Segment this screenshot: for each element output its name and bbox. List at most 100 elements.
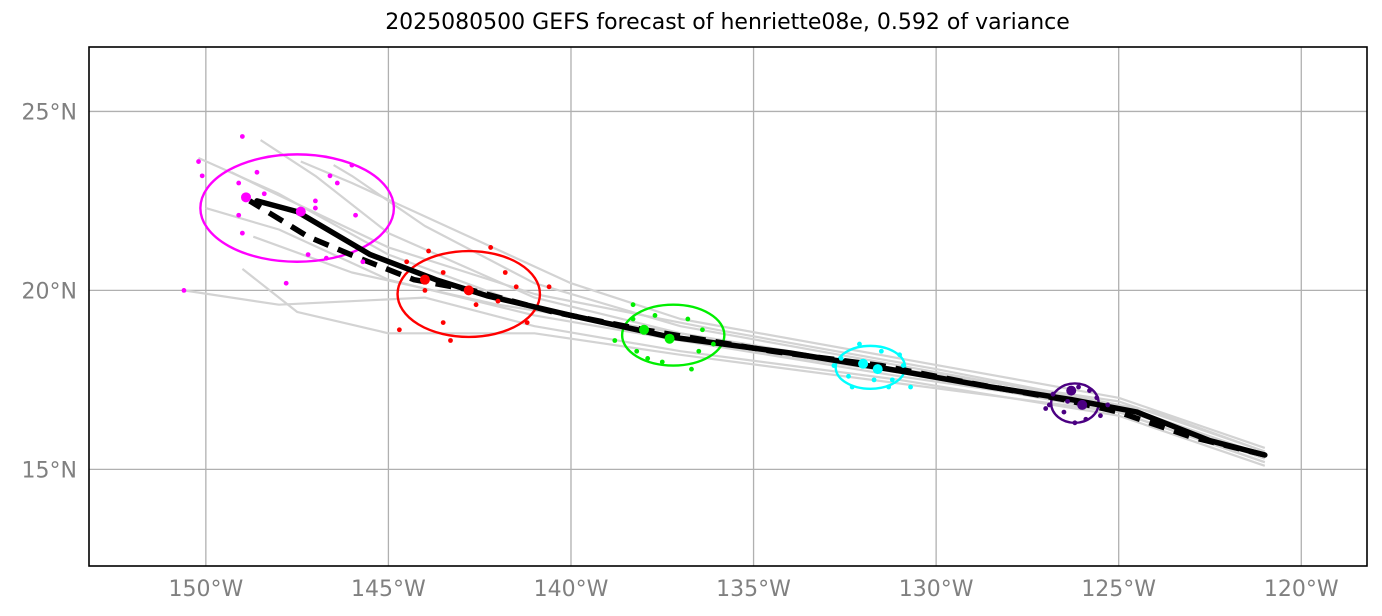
- member-position: [473, 302, 479, 308]
- member-position: [283, 280, 289, 286]
- member-position: [857, 341, 862, 347]
- uncertainty-ellipse: [834, 344, 907, 391]
- member-position: [440, 270, 446, 275]
- mean-position: [463, 285, 474, 296]
- forecast-positions: [181, 134, 1111, 426]
- x-tick-label: 145°W: [351, 577, 426, 602]
- x-tick-label: 125°W: [1081, 577, 1156, 602]
- member-position: [440, 320, 446, 326]
- longitude-axis: 150°W 145°W 140°W 135°W 130°W 125°W 120°W: [168, 577, 1338, 602]
- member-position: [305, 252, 311, 257]
- grid-lines: [89, 47, 1367, 566]
- member-position: [1098, 413, 1103, 419]
- member-position: [513, 284, 519, 290]
- member-position: [426, 248, 431, 254]
- control-track: [248, 198, 1266, 458]
- member-position: [1105, 402, 1111, 408]
- ensemble-track: [230, 171, 1266, 453]
- member-position: [1076, 384, 1081, 390]
- x-tick-label: 120°W: [1264, 577, 1339, 602]
- member-position: [396, 327, 402, 333]
- member-position: [199, 173, 205, 179]
- member-position: [1083, 416, 1089, 422]
- y-tick-label: 25°N: [22, 100, 77, 125]
- member-position: [700, 327, 705, 333]
- x-tick-label: 135°W: [716, 577, 791, 602]
- member-position: [327, 173, 333, 179]
- member-position: [1043, 406, 1049, 411]
- uncertainty-ellipse: [199, 153, 396, 263]
- mean-position: [1077, 399, 1088, 410]
- member-position: [689, 366, 694, 372]
- ensemble-track: [300, 160, 1266, 449]
- ensemble-track: [183, 289, 1266, 467]
- member-position: [634, 348, 640, 354]
- member-position: [196, 159, 201, 164]
- member-position: [889, 377, 895, 383]
- member-position: [236, 212, 242, 218]
- member-position: [546, 284, 552, 290]
- member-position: [831, 363, 837, 368]
- member-position: [900, 363, 906, 368]
- mean-position: [858, 358, 869, 369]
- member-position: [1050, 391, 1056, 397]
- member-position: [261, 191, 267, 197]
- mean-position: [295, 206, 306, 217]
- member-position: [422, 287, 428, 293]
- x-tick-label: 130°W: [899, 577, 974, 602]
- member-position: [871, 377, 877, 383]
- member-position: [448, 338, 453, 343]
- member-position: [1094, 395, 1100, 401]
- member-position: [846, 373, 851, 379]
- ensemble-track: [252, 235, 1266, 464]
- member-position: [323, 255, 329, 261]
- member-position: [236, 180, 242, 186]
- member-position: [1061, 409, 1067, 415]
- mean-position: [639, 324, 650, 335]
- member-position: [659, 359, 665, 365]
- mean-position: [419, 274, 430, 285]
- ensemble-track: [259, 139, 1266, 453]
- ensemble-tracks: [183, 139, 1266, 467]
- member-position: [404, 259, 410, 265]
- x-tick-label: 140°W: [534, 577, 609, 602]
- member-position: [849, 384, 855, 390]
- member-position: [696, 348, 702, 354]
- member-position: [897, 352, 903, 358]
- member-position: [878, 348, 884, 354]
- y-tick-label: 20°N: [22, 279, 77, 304]
- x-tick-label: 150°W: [168, 577, 243, 602]
- member-position: [334, 180, 340, 186]
- member-position: [908, 384, 913, 390]
- member-position: [838, 356, 844, 361]
- member-position: [312, 198, 318, 204]
- member-position: [886, 384, 892, 390]
- member-position: [524, 320, 530, 326]
- latitude-axis: 15°N 20°N 25°N: [22, 100, 77, 483]
- member-position: [630, 316, 636, 322]
- uncertainty-ellipse: [620, 303, 726, 367]
- member-position: [349, 162, 355, 168]
- mean-position: [241, 192, 252, 203]
- member-position: [312, 205, 318, 211]
- member-position: [360, 259, 366, 265]
- member-position: [612, 338, 618, 343]
- member-position: [495, 298, 501, 304]
- mean-position: [1066, 385, 1077, 396]
- uncertainty-ellipses: [199, 153, 1100, 425]
- chart-title: 2025080500 GEFS forecast of henriette08e…: [385, 10, 1070, 35]
- uncertainty-ellipse: [396, 249, 542, 339]
- member-position: [1072, 420, 1078, 426]
- member-position: [239, 230, 245, 236]
- member-position: [630, 302, 636, 308]
- member-position: [502, 270, 508, 275]
- member-position: [488, 245, 494, 250]
- member-position: [254, 169, 260, 175]
- member-position: [1046, 402, 1052, 408]
- member-position: [652, 313, 658, 318]
- member-position: [353, 212, 358, 218]
- ensemble-mean-track: [254, 198, 1268, 458]
- mean-tracks: [248, 198, 1268, 458]
- member-position: [645, 356, 651, 361]
